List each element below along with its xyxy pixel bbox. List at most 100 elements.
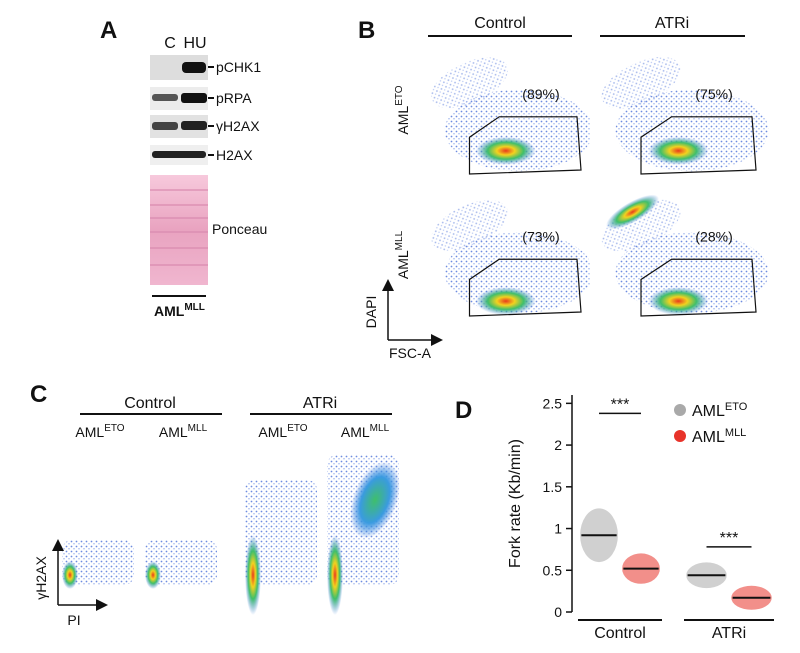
- event-cloud: [431, 57, 508, 109]
- event-density: [327, 535, 343, 615]
- y-tick-label: 1: [554, 521, 562, 537]
- band: [181, 93, 207, 103]
- row-sup: ETO: [394, 85, 405, 106]
- lane-label: C: [164, 35, 176, 52]
- panel-a: A C HU pCHK1 pRPA γH2AX H2AX Ponceau AML…: [100, 17, 267, 319]
- band: [182, 62, 206, 73]
- condition-label: Control: [124, 395, 176, 412]
- y-tick-label: 2.5: [543, 395, 563, 411]
- y-tick-label: 0.5: [543, 562, 563, 578]
- gate-percent: (89%): [522, 86, 559, 102]
- event-cloud: [245, 480, 317, 585]
- gate: [468, 258, 582, 317]
- legend-sup: ETO: [725, 401, 748, 413]
- lane-label: HU: [183, 35, 206, 52]
- blot: [150, 87, 208, 110]
- sample-text: AML: [154, 303, 185, 319]
- event-cloud: [601, 199, 681, 252]
- x-tick-label: Control: [594, 625, 646, 642]
- x-tick-label: ATRi: [712, 625, 746, 642]
- event-cloud: [601, 57, 681, 109]
- sample-sup: MLL: [184, 302, 205, 313]
- axis-label: DAPI: [363, 296, 379, 329]
- sample-sup: ETO: [287, 423, 308, 434]
- gate: [640, 116, 757, 175]
- sample-text: AML: [159, 424, 188, 440]
- y-tick-label: 1.5: [543, 479, 563, 495]
- event-cloud: [431, 200, 508, 251]
- legend-sup: MLL: [725, 427, 746, 439]
- gate: [468, 116, 582, 175]
- band: [181, 121, 207, 130]
- gate-percent: (28%): [695, 229, 732, 245]
- event-density: [62, 561, 78, 589]
- axis-label: FSC-A: [389, 345, 432, 361]
- band-label: pRPA: [216, 90, 252, 106]
- band: [152, 122, 178, 130]
- sample-label: AMLMLL: [154, 302, 205, 319]
- event-density: [350, 461, 400, 539]
- panel-b: B Control ATRi AMLETO AMLMLL DAPI FSC-A …: [358, 15, 769, 361]
- row-label: AMLMLL: [394, 230, 411, 279]
- panel-label: B: [358, 17, 375, 44]
- sample-label: AMLMLL: [159, 423, 208, 440]
- row-text: AML: [395, 250, 411, 279]
- panel-c: C Control ATRi γH2AX PI AMLETO AMLMLL AMLE…: [30, 381, 400, 628]
- event-density: [145, 561, 161, 589]
- significance-label: ***: [720, 530, 739, 547]
- event-cloud: [62, 540, 134, 585]
- sample-text: AML: [258, 424, 287, 440]
- row-text: AML: [395, 106, 411, 135]
- sample-sup: MLL: [370, 423, 390, 434]
- sample-text: AML: [75, 424, 104, 440]
- sample-label: AMLMLL: [341, 423, 390, 440]
- row-sup: MLL: [394, 230, 405, 250]
- sample-label: AMLETO: [258, 423, 307, 440]
- legend-label: AMLMLL: [692, 427, 746, 446]
- event-density: [475, 136, 536, 165]
- y-tick-label: 2: [554, 437, 562, 453]
- panel-d: D 0 0.5 1 1.5 2 2.5 Fork rate (Kb/min) Control *…: [455, 395, 774, 642]
- band-label: Ponceau: [212, 221, 267, 237]
- event-density: [245, 535, 261, 615]
- event-density: [648, 287, 709, 316]
- legend-text: AML: [692, 429, 725, 446]
- blot: [150, 115, 208, 138]
- legend-marker: [674, 404, 686, 416]
- event-density: [648, 136, 709, 165]
- sample-label: AMLETO: [75, 423, 124, 440]
- panel-label: C: [30, 381, 47, 408]
- panel-label: A: [100, 17, 117, 44]
- event-cloud: [145, 540, 217, 585]
- ponceau-bands: [150, 189, 208, 266]
- y-tick-label: 0: [554, 604, 562, 620]
- band: [152, 151, 206, 158]
- band-label: pCHK1: [216, 59, 261, 75]
- event-density: [475, 287, 536, 316]
- band: [152, 94, 178, 101]
- axis-label: γH2AX: [33, 556, 49, 600]
- sample-text: AML: [341, 424, 370, 440]
- gate-percent: (75%): [695, 86, 732, 102]
- legend-marker: [674, 430, 686, 442]
- significance-label: ***: [611, 396, 630, 413]
- band-label: γH2AX: [216, 118, 260, 134]
- axis-label: PI: [67, 612, 80, 628]
- legend-label: AMLETO: [692, 401, 748, 420]
- gate-percent: (73%): [522, 229, 559, 245]
- condition-label: ATRi: [655, 15, 689, 32]
- legend-text: AML: [692, 403, 725, 420]
- condition-label: ATRi: [303, 395, 337, 412]
- condition-label: Control: [474, 15, 526, 32]
- panel-label: D: [455, 397, 472, 424]
- sample-sup: ETO: [104, 423, 125, 434]
- gate: [640, 258, 757, 317]
- event-cloud: [615, 232, 769, 314]
- event-density: [606, 194, 659, 230]
- y-axis-label: Fork rate (Kb/min): [507, 439, 524, 568]
- band-label: H2AX: [216, 147, 253, 163]
- row-label: AMLETO: [394, 85, 411, 134]
- ponceau-stain: [150, 175, 208, 285]
- sample-sup: MLL: [188, 423, 208, 434]
